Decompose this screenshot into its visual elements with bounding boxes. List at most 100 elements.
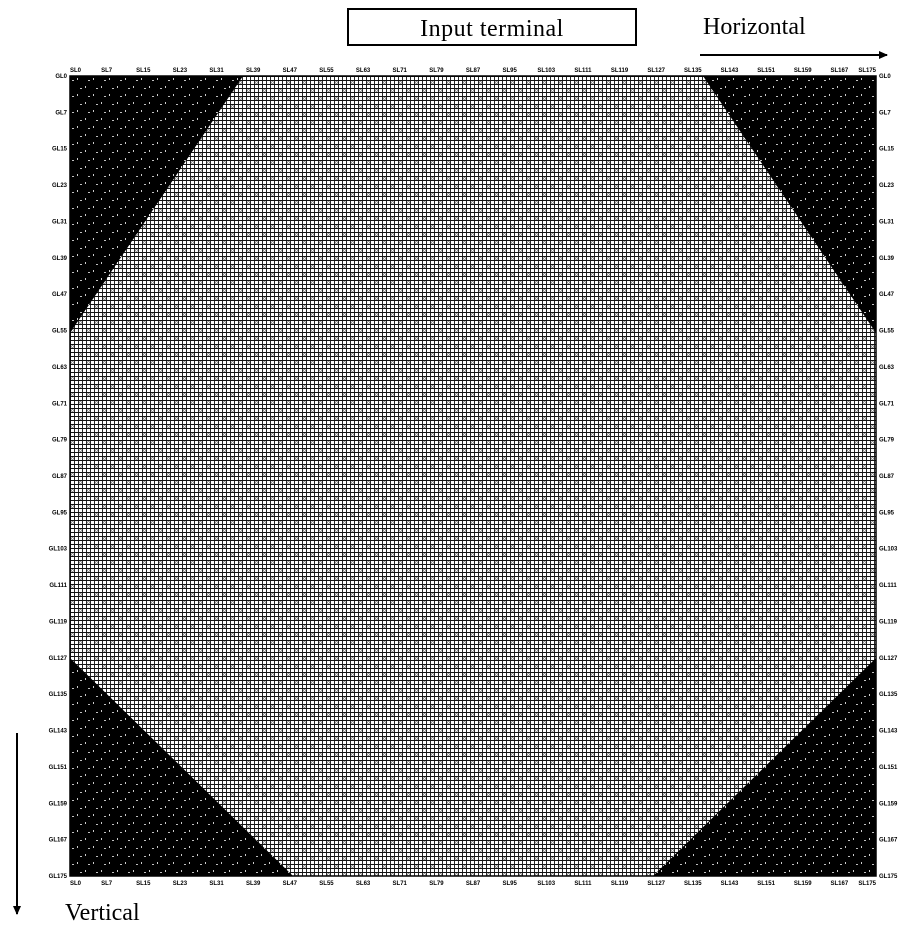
source-line-label-bottom: SL95 [502, 881, 517, 887]
gate-line-label-left: GL63 [52, 365, 68, 371]
source-line-label-top: SL23 [173, 68, 188, 74]
source-line-label-bottom: SL15 [136, 881, 151, 887]
gate-line-label-left: GL87 [52, 474, 68, 480]
input-terminal-label: Input terminal [420, 16, 564, 42]
source-line-label-bottom: SL47 [283, 881, 298, 887]
gate-line-label-right: GL31 [879, 219, 895, 225]
source-line-label-top: SL111 [574, 68, 592, 74]
source-line-label-bottom: SL63 [356, 881, 371, 887]
gate-line-label-left: GL7 [55, 110, 67, 116]
vertical-label: Vertical [65, 900, 140, 926]
gate-line-label-right: GL143 [879, 729, 898, 735]
source-line-label-bottom: SL7 [101, 881, 113, 887]
gate-line-label-right: GL15 [879, 147, 895, 153]
source-line-label-top: SL167 [831, 68, 849, 74]
gate-line-label-left: GL143 [49, 729, 68, 735]
source-line-label-top: SL47 [283, 68, 298, 74]
gate-line-label-left: GL151 [49, 765, 68, 771]
source-line-label-top: SL159 [794, 68, 812, 74]
source-line-label-top: SL87 [466, 68, 481, 74]
horizontal-label: Horizontal [703, 14, 806, 40]
source-line-label-bottom: SL39 [246, 881, 261, 887]
source-line-label-bottom: SL127 [647, 881, 665, 887]
source-line-label-top: SL7 [101, 68, 113, 74]
gate-line-label-right: GL151 [879, 765, 898, 771]
gate-line-label-right: GL135 [879, 692, 898, 698]
source-line-label-top: SL71 [393, 68, 408, 74]
gate-line-label-right: GL95 [879, 510, 895, 516]
source-line-label-top: SL95 [502, 68, 517, 74]
source-line-label-top: SL175 [858, 68, 876, 74]
source-line-label-bottom: SL151 [757, 881, 775, 887]
gate-line-label-left: GL23 [52, 183, 68, 189]
tick-labels: SL0 SL0 SL7 SL7 SL15 SL15 SL23 SL23 SL31 SL31 SL39… [49, 68, 898, 887]
source-line-label-top: SL55 [319, 68, 334, 74]
gate-line-label-right: GL23 [879, 183, 895, 189]
source-line-label-bottom: SL175 [858, 881, 876, 887]
gate-line-label-left: GL95 [52, 510, 68, 516]
gate-line-label-left: GL175 [49, 874, 68, 880]
gate-line-label-left: GL159 [49, 801, 68, 807]
source-line-label-bottom: SL71 [393, 881, 408, 887]
gate-line-label-left: GL47 [52, 292, 68, 298]
gate-line-label-left: GL15 [52, 147, 68, 153]
gate-line-label-left: GL111 [49, 583, 67, 589]
source-line-label-top: SL0 [70, 68, 82, 74]
source-line-label-bottom: SL79 [429, 881, 444, 887]
source-line-label-bottom: SL23 [173, 881, 188, 887]
source-line-label-top: SL151 [757, 68, 775, 74]
input-terminal-box: Input terminal [347, 8, 637, 46]
gate-line-label-left: GL55 [52, 329, 68, 335]
source-line-label-top: SL143 [721, 68, 739, 74]
source-line-label-top: SL39 [246, 68, 261, 74]
pixel-array-area [70, 76, 876, 876]
gate-line-label-right: GL87 [879, 474, 895, 480]
gate-line-label-right: GL71 [879, 401, 895, 407]
source-line-label-top: SL119 [611, 68, 629, 74]
gate-line-label-right: GL167 [879, 838, 898, 844]
source-line-label-bottom: SL159 [794, 881, 812, 887]
source-line-label-top: SL31 [209, 68, 224, 74]
source-line-label-top: SL127 [647, 68, 665, 74]
gate-line-label-left: GL103 [49, 547, 68, 553]
gate-line-label-right: GL79 [879, 438, 895, 444]
source-line-label-bottom: SL0 [70, 881, 82, 887]
source-line-label-bottom: SL111 [574, 881, 592, 887]
gate-line-label-right: GL55 [879, 329, 895, 335]
gate-line-label-right: GL0 [879, 74, 891, 80]
source-line-label-bottom: SL135 [684, 881, 702, 887]
gate-line-label-left: GL167 [49, 838, 68, 844]
dark-corner-top-right [703, 76, 876, 333]
source-line-label-top: SL135 [684, 68, 702, 74]
source-line-label-top: SL79 [429, 68, 444, 74]
source-line-label-top: SL63 [356, 68, 371, 74]
gate-line-label-left: GL0 [55, 74, 67, 80]
gate-line-label-left: GL79 [52, 438, 68, 444]
dark-corner-top-left [70, 76, 243, 333]
source-line-label-bottom: SL103 [537, 881, 555, 887]
gate-line-label-right: GL47 [879, 292, 895, 298]
dark-corner-bottom-right [653, 658, 876, 876]
source-line-label-bottom: SL87 [466, 881, 481, 887]
source-line-label-bottom: SL167 [831, 881, 849, 887]
gate-line-label-right: GL159 [879, 801, 898, 807]
gate-line-label-right: GL119 [879, 619, 898, 625]
gate-line-label-left: GL127 [49, 656, 68, 662]
gate-line-label-right: GL103 [879, 547, 898, 553]
gate-line-label-left: GL71 [52, 401, 68, 407]
gate-line-label-left: GL31 [52, 219, 68, 225]
source-line-label-bottom: SL31 [209, 881, 224, 887]
source-line-label-top: SL15 [136, 68, 151, 74]
gate-line-label-left: GL39 [52, 256, 68, 262]
source-line-label-bottom: SL55 [319, 881, 334, 887]
dark-corner-bottom-left [70, 658, 293, 876]
source-line-label-top: SL103 [537, 68, 555, 74]
gate-line-label-right: GL39 [879, 256, 895, 262]
gate-line-label-right: GL127 [879, 656, 898, 662]
gate-line-label-right: GL175 [879, 874, 898, 880]
source-line-label-bottom: SL143 [721, 881, 739, 887]
gate-line-label-left: GL119 [49, 619, 68, 625]
gate-line-label-left: GL135 [49, 692, 68, 698]
source-line-label-bottom: SL119 [611, 881, 629, 887]
